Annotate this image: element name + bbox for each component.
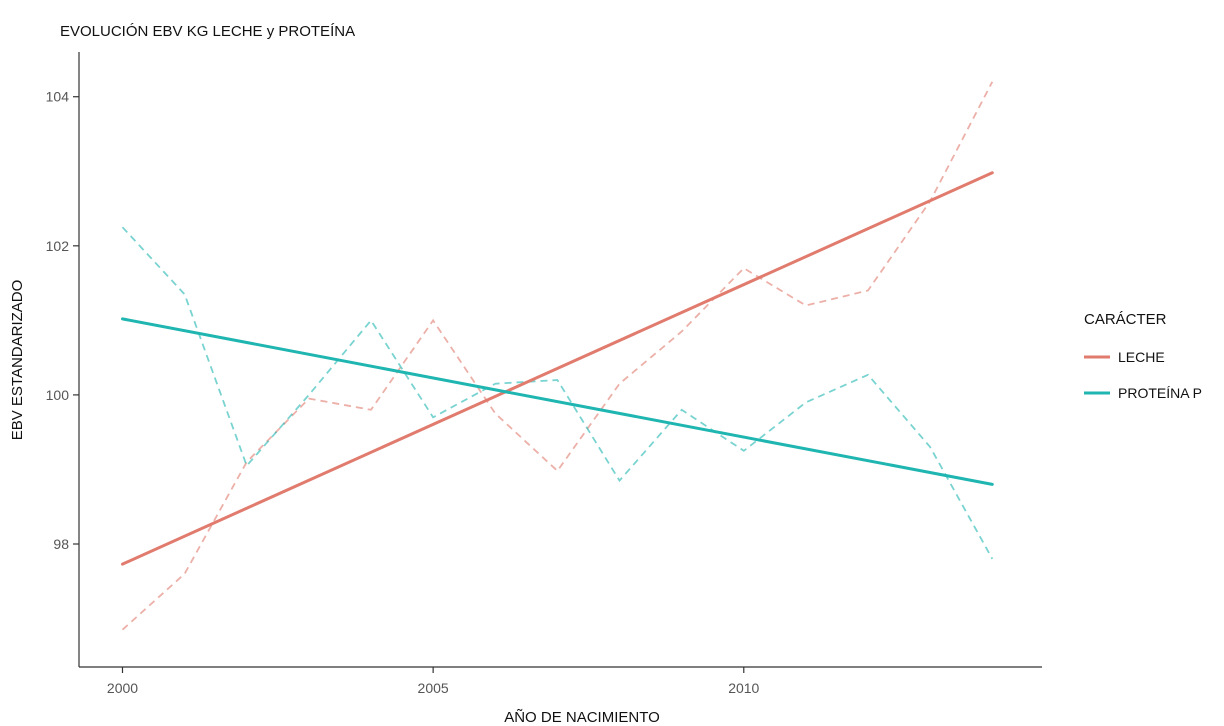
- series-raw-line-prote-na-p: [121, 226, 994, 560]
- x-axis-ticks: 2000 2005 2010: [107, 667, 760, 696]
- chart-title: EVOLUCIÓN EBV KG LECHE y PROTEÍNA: [60, 23, 355, 40]
- y-tick-label: 98: [53, 536, 69, 552]
- y-axis-ticks: 98 100 102 104: [46, 89, 79, 552]
- x-axis-title: AÑO DE NACIMIENTO: [504, 709, 660, 726]
- series-trend-line-leche: [120, 171, 994, 566]
- y-tick-label: 102: [46, 238, 70, 254]
- y-axis-title: EBV ESTANDARIZADO: [9, 280, 26, 441]
- series-trend-line-prote-na-p: [120, 317, 994, 486]
- x-tick-label: 2000: [107, 680, 138, 696]
- legend-label-prote-na-p: PROTEÍNA P: [1118, 385, 1202, 401]
- legend: CARÁCTER LECHE PROTEÍNA P: [1084, 311, 1202, 401]
- y-tick-label: 104: [46, 89, 70, 105]
- legend-title: CARÁCTER: [1084, 311, 1167, 328]
- x-tick-label: 2010: [728, 680, 759, 696]
- x-tick-label: 2005: [418, 680, 449, 696]
- series-raw-line-leche: [121, 81, 994, 631]
- y-tick-label: 100: [46, 387, 70, 403]
- legend-label-leche: LECHE: [1118, 349, 1165, 365]
- plot-area: [120, 81, 994, 631]
